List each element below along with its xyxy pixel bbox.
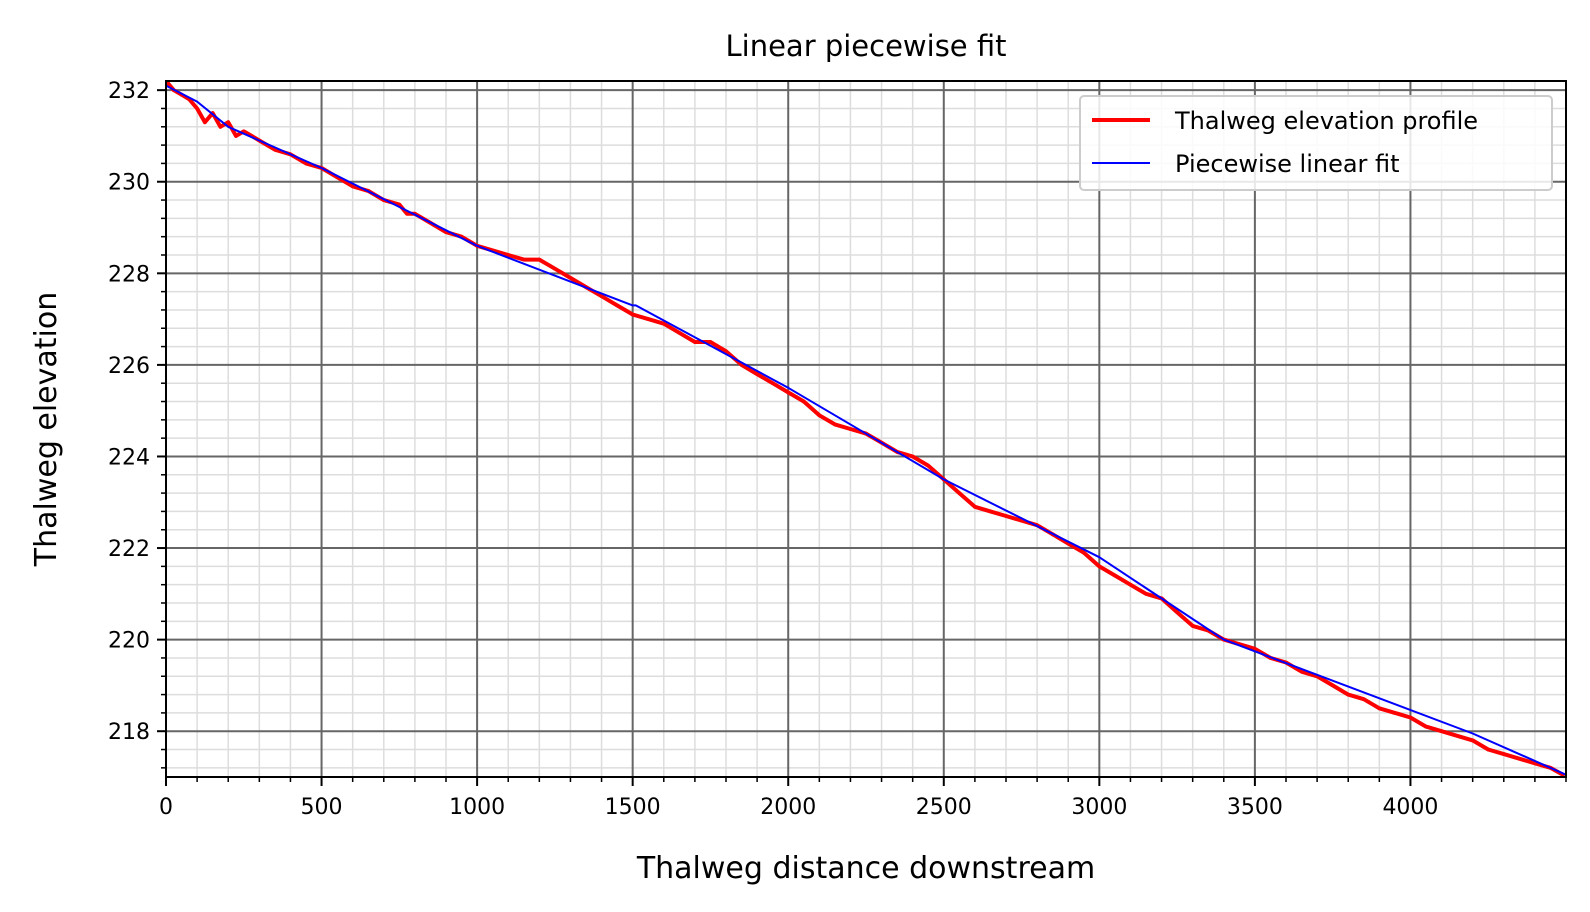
x-tick-label: 2500	[916, 795, 972, 820]
elevation-profile-point	[195, 106, 199, 111]
elevation-profile-point	[1424, 724, 1428, 729]
grid	[165, 81, 1567, 777]
elevation-profile-point	[1097, 564, 1102, 569]
x-axis-label: Thalweg distance downstream	[636, 851, 1095, 886]
piecewise-fit-point	[634, 304, 637, 307]
elevation-profile-point	[226, 120, 231, 125]
elevation-profile-point	[350, 184, 355, 189]
elevation-profile-point	[1377, 706, 1382, 711]
elevation-profile-point	[833, 422, 837, 427]
elevation-profile-point	[1144, 592, 1148, 596]
piecewise-fit-point	[227, 125, 230, 128]
elevation-profile-point	[1517, 756, 1522, 761]
elevation-profile-point	[203, 120, 207, 125]
x-tick-label: 1500	[605, 795, 661, 820]
legend-label-profile: Thalweg elevation profile	[1174, 107, 1478, 135]
elevation-profile-point	[1190, 624, 1195, 628]
x-tick-label: 3000	[1071, 795, 1127, 820]
legend-box	[1079, 95, 1553, 191]
elevation-profile-point	[1175, 610, 1179, 614]
elevation-profile-point	[1361, 697, 1366, 701]
piecewise-fit-point	[196, 100, 199, 103]
elevation-profile-point	[926, 463, 931, 468]
piecewise-fit-point	[476, 244, 479, 247]
elevation-profile-point	[693, 340, 697, 344]
axis-ticks: 0 500 1000 1500 2000 2500 3000 3500 4000 218 220 22…	[108, 79, 1567, 820]
piecewise-fit-point	[1222, 638, 1225, 641]
y-tick-label: 232	[108, 79, 150, 104]
elevation-profile-point	[1113, 573, 1117, 578]
elevation-profile-point	[234, 134, 238, 138]
elevation-profile-point	[770, 381, 775, 386]
elevation-profile-point	[801, 399, 806, 404]
elevation-profile-point	[1486, 747, 1491, 752]
series-layer	[166, 81, 1566, 777]
y-tick-label: 218	[108, 720, 150, 745]
y-axis-label: Thalweg elevation	[29, 292, 64, 567]
elevation-profile-point	[957, 491, 962, 495]
y-tick-label: 230	[108, 171, 150, 196]
elevation-profile-point	[1501, 752, 1506, 756]
elevation-profile-point	[1393, 711, 1397, 715]
elevation-profile-point	[1455, 733, 1459, 738]
elevation-profile-point	[1470, 738, 1475, 743]
elevation-profile-point	[848, 427, 853, 431]
elevation-profile-point	[521, 257, 526, 262]
elevation-profile-point	[615, 303, 619, 308]
elevation-profile-point	[1128, 582, 1133, 587]
x-tick-label: 500	[301, 795, 343, 820]
x-tick-label: 2000	[760, 795, 816, 820]
piecewise-fit-point	[942, 478, 945, 481]
elevation-profile-point	[405, 211, 409, 216]
elevation-profile-point	[218, 124, 223, 129]
plot-frame	[165, 80, 1567, 778]
elevation-profile-point	[661, 321, 666, 326]
elevation-profile-point	[1081, 550, 1086, 555]
elevation-profile-point	[1253, 646, 1257, 651]
legend: Thalweg elevation profile Piecewise line…	[1079, 95, 1553, 191]
elevation-profile-point	[910, 454, 915, 459]
piecewise-fit-point	[787, 386, 790, 389]
elevation-profile-point	[1330, 683, 1335, 688]
x-tick-label: 4000	[1382, 795, 1438, 820]
y-tick-label: 222	[108, 537, 150, 562]
elevation-profile-point	[506, 253, 511, 257]
elevation-profile-point	[630, 312, 635, 317]
legend-label-fit: Piecewise linear fit	[1175, 150, 1400, 178]
elevation-profile-point	[988, 509, 993, 514]
y-tick-label: 226	[108, 354, 150, 379]
y-tick-label: 228	[108, 262, 150, 287]
elevation-profile-point	[973, 505, 977, 509]
y-tick-label: 220	[108, 629, 150, 654]
chart-title: Linear piecewise fit	[725, 29, 1006, 63]
elevation-profile-point	[708, 340, 713, 344]
elevation-profile-point	[677, 331, 682, 335]
elevation-profile-point	[786, 390, 791, 395]
elevation-profile-point	[817, 413, 822, 418]
elevation-profile-point	[1299, 669, 1304, 674]
elevation-profile-point	[646, 317, 651, 321]
x-tick-label: 0	[159, 795, 173, 820]
elevation-profile-point	[1004, 514, 1008, 518]
piecewise-fit-point	[1098, 556, 1101, 559]
elevation-profile-point	[553, 266, 557, 271]
elevation-profile-point	[1346, 692, 1351, 697]
elevation-profile-point	[755, 372, 759, 376]
piecewise-fit-point	[320, 167, 323, 169]
piecewise-fit-point	[1471, 732, 1474, 735]
elevation-profile-point	[1439, 729, 1444, 734]
elevation-profile-point	[599, 294, 604, 299]
elevation-profile-point	[568, 276, 573, 280]
elevation-profile-point	[1408, 715, 1413, 720]
piecewise-fit-point	[631, 304, 634, 307]
y-tick-label: 224	[108, 445, 150, 470]
elevation-profile-point	[537, 257, 542, 262]
x-tick-label: 3500	[1227, 795, 1283, 820]
elevation-profile-point	[724, 349, 728, 353]
x-tick-label: 1000	[449, 795, 505, 820]
